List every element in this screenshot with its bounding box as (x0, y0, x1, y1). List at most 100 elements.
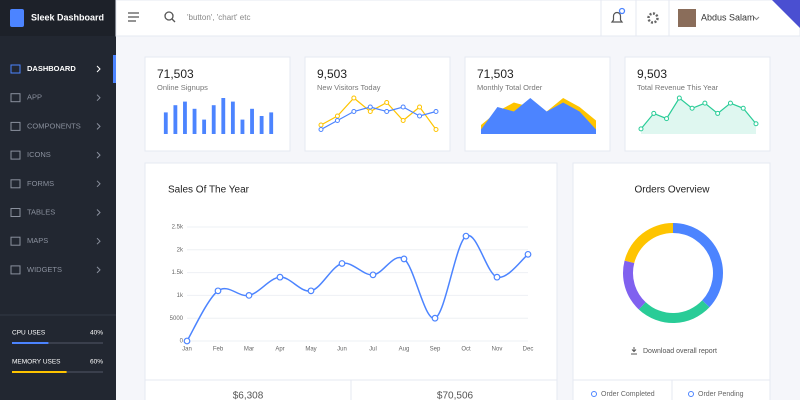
sales-point (493, 273, 501, 281)
spark-bar (202, 119, 207, 134)
menu-chevron (96, 123, 101, 130)
download-link[interactable]: Download overall report (643, 348, 717, 355)
spark-bar (259, 116, 264, 134)
sales-point (214, 287, 222, 295)
x-tick-label: May (305, 347, 316, 353)
x-tick-label: Jun (337, 347, 347, 353)
menu-chevron (96, 209, 101, 216)
user-caret[interactable] (753, 16, 760, 21)
spark-bar (230, 101, 235, 134)
sidebar (0, 0, 116, 400)
x-tick-label: Nov (492, 347, 503, 353)
stat-value: 71,503 (477, 67, 514, 81)
spark-point (417, 113, 423, 119)
spark-point (334, 113, 340, 119)
donut-segment (638, 300, 710, 323)
stat-label: Total Revenue This Year (637, 83, 719, 92)
menu-icon (10, 236, 21, 246)
sales-point (276, 273, 284, 281)
spark-point (433, 109, 439, 114)
meter-bar (12, 371, 67, 373)
menu-item[interactable]: APP (27, 93, 42, 102)
menu-icon (10, 208, 21, 217)
legend-swatch (688, 391, 694, 397)
spark-bar (211, 105, 216, 134)
spark-point (433, 127, 439, 132)
x-tick-label: Apr (275, 347, 284, 353)
sales-point (369, 271, 377, 279)
footer-stat: $6,308 (233, 391, 264, 400)
spark-point (384, 109, 390, 114)
spark-bar (269, 112, 274, 134)
meter-bar (12, 342, 49, 344)
legend-label: Order Pending (698, 391, 744, 398)
spark-point (676, 95, 682, 101)
menu-chevron (96, 65, 101, 73)
stat-value: 9,503 (637, 67, 667, 81)
y-tick-label: 5000 (170, 316, 184, 322)
logo (10, 9, 24, 27)
spark-point (753, 121, 759, 127)
user-name[interactable]: Abdus Salam (701, 12, 755, 22)
menu-item[interactable]: WIDGETS (27, 265, 62, 274)
meter-track (12, 342, 103, 344)
x-tick-label: Sep (430, 347, 441, 353)
avatar[interactable] (678, 9, 696, 27)
spark-point (664, 116, 670, 122)
menu-item[interactable]: DASHBOARD (27, 64, 76, 73)
spark-area (641, 98, 756, 134)
spark-point (689, 105, 695, 111)
menu-item[interactable]: COMPONENTS (27, 121, 81, 130)
meter-value: 40% (90, 330, 103, 337)
spark-area (481, 98, 596, 134)
x-tick-label: Dec (523, 347, 534, 353)
download-icon[interactable] (631, 347, 637, 355)
notification-bell[interactable] (610, 11, 624, 23)
menu-chevron (96, 180, 101, 188)
spark-bar (163, 112, 168, 134)
spark-point (367, 104, 373, 110)
github-corner[interactable] (772, 0, 800, 28)
menu-icon (10, 121, 21, 131)
sales-card (144, 162, 558, 405)
spark-point (318, 122, 324, 128)
menu-icon (10, 93, 21, 103)
spark-point (400, 118, 406, 123)
y-tick-label: 0 (180, 339, 184, 345)
y-tick-label: 2.5k (172, 225, 184, 231)
chart-title: Sales Of The Year (168, 185, 250, 196)
spark-line (640, 97, 757, 130)
stat-label: Online Signups (157, 83, 208, 92)
menu-chevron (96, 266, 101, 274)
footer-stat: $70,506 (437, 391, 474, 400)
spark-bar (221, 98, 226, 134)
spark-point (727, 100, 733, 106)
menu-toggle[interactable] (128, 12, 139, 22)
sales-point (245, 292, 253, 299)
stat-value: 9,503 (317, 67, 347, 81)
meter-value: 60% (90, 359, 103, 366)
donut-segment (624, 223, 673, 264)
menu-item[interactable]: FORMS (27, 179, 54, 188)
sales-point (431, 314, 439, 322)
legend-label: Order Completed (601, 391, 655, 398)
menu-item[interactable]: MAPS (27, 236, 48, 245)
brand: Sleek Dashboard (31, 12, 104, 22)
x-tick-label: Oct (461, 347, 471, 353)
settings-icon[interactable] (647, 12, 659, 24)
meter-label: MEMORY USES (12, 359, 61, 366)
spark-point (715, 110, 721, 116)
spark-line (320, 97, 437, 130)
menu-item[interactable]: TABLES (27, 207, 55, 216)
sales-point (524, 250, 532, 258)
spark-bar (250, 108, 254, 134)
search-input[interactable]: 'button', 'chart' etc (187, 13, 250, 22)
menu-chevron (96, 237, 101, 245)
menu-item[interactable]: ICONS (27, 150, 51, 159)
x-tick-label: Aug (399, 347, 410, 353)
spark-bar (240, 119, 245, 134)
menu-chevron (96, 94, 101, 102)
spark-point (334, 118, 340, 123)
spark-bar (173, 105, 178, 134)
